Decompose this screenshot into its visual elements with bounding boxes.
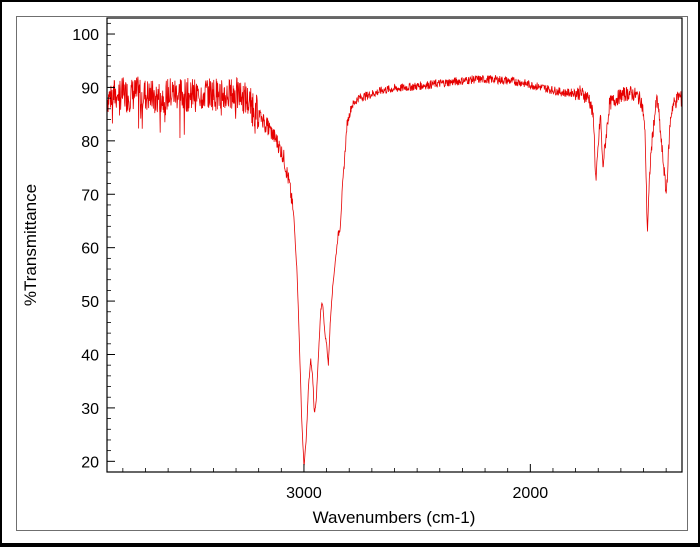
y-tick-label: 80 [81, 134, 99, 151]
x-axis-title: Wavenumbers (cm-1) [313, 508, 476, 527]
y-tick-label: 90 [81, 80, 99, 97]
y-tick-label: 70 [81, 187, 99, 204]
y-tick-label: 100 [72, 27, 99, 44]
y-tick-label: 20 [81, 454, 99, 471]
x-tick-label: 3000 [286, 485, 322, 502]
y-tick-label: 60 [81, 241, 99, 258]
y-tick-label: 40 [81, 347, 99, 364]
y-tick-label: 30 [81, 401, 99, 418]
transmittance-series-line [106, 75, 683, 467]
y-axis-title: %Transmittance [21, 184, 40, 306]
y-tick-label: 50 [81, 294, 99, 311]
x-tick-label: 2000 [513, 485, 549, 502]
